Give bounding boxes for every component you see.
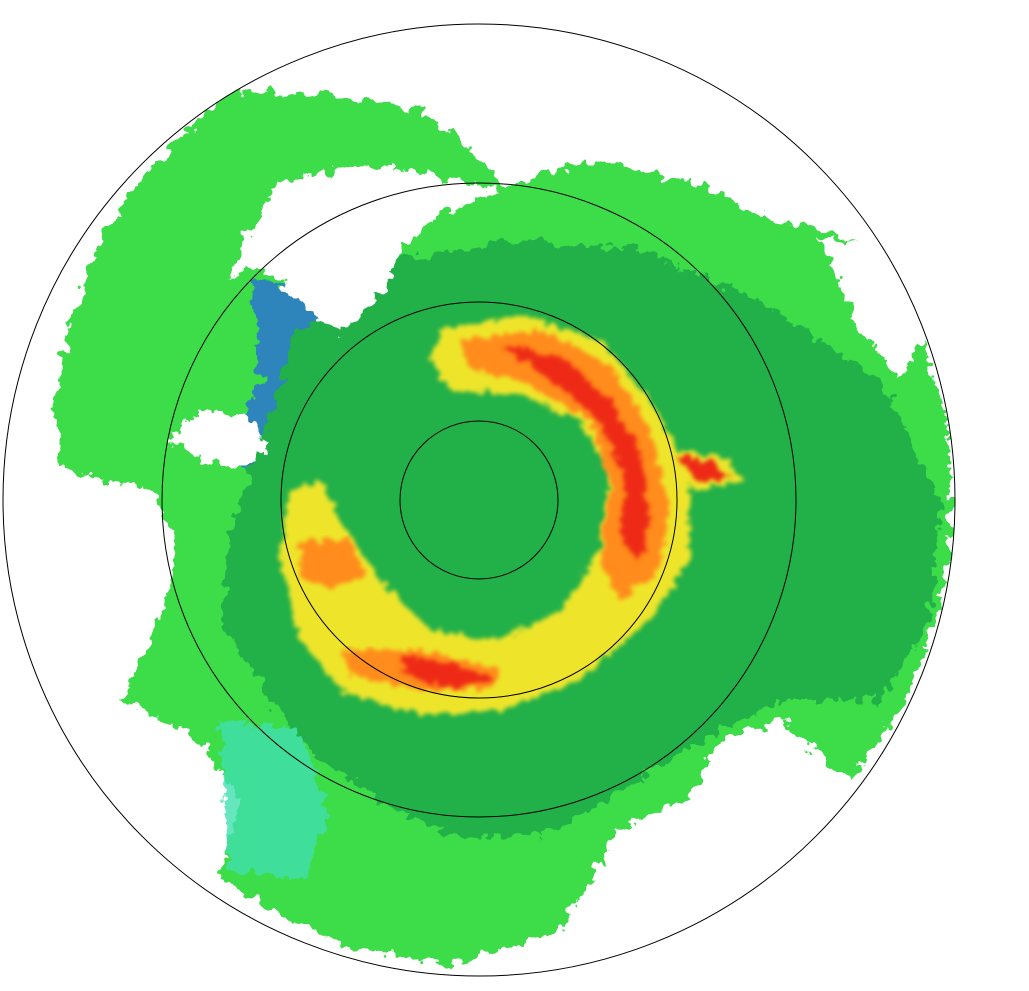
echo-orange [460, 330, 670, 600]
range-rings [2, 23, 956, 977]
echo-gap [470, 60, 600, 170]
echo-gap [170, 410, 270, 470]
echo-red [400, 655, 495, 688]
echo-red [675, 455, 730, 482]
echo-red [500, 345, 650, 560]
echo-fringe [220, 720, 330, 880]
range-ring [399, 420, 559, 580]
echo-gap [230, 165, 500, 335]
echo-orange [300, 540, 365, 590]
range-ring [280, 301, 678, 699]
range-ring [2, 23, 956, 977]
echo-field [55, 60, 950, 965]
range-ring [161, 182, 797, 818]
